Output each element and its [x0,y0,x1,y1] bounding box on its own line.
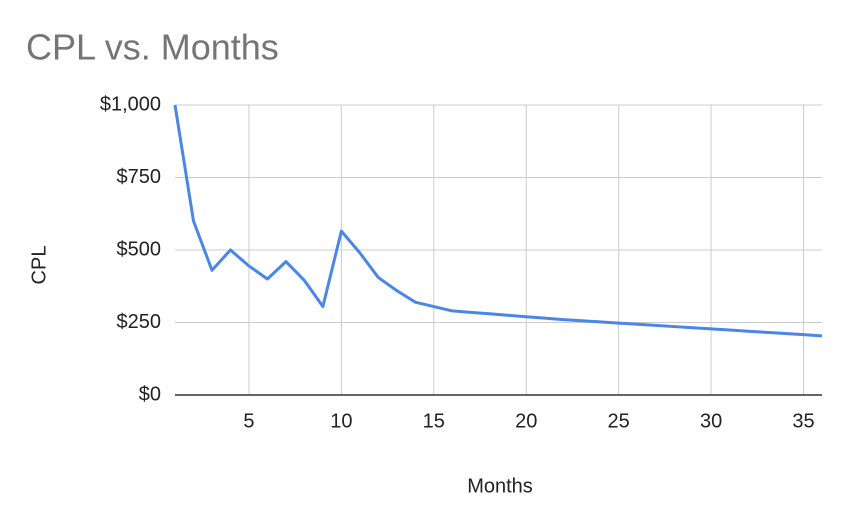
x-tick-label: 10 [330,410,352,432]
y-tick-label: $750 [117,166,162,188]
x-tick-label: 25 [608,410,630,432]
y-tick-label: $500 [117,238,162,260]
y-tick-label: $0 [139,383,161,405]
chart-title: CPL vs. Months [26,27,279,68]
x-tick-label: 20 [515,410,537,432]
line-series [173,104,823,338]
x-tick-label: 30 [700,410,722,432]
y-tick-label: $250 [117,311,162,333]
y-axis-label: CPL [28,246,50,285]
x-tick-label: 35 [792,410,814,432]
x-tick-label: 15 [423,410,445,432]
y-tick-label: $1,000 [100,93,161,115]
x-axis-label: Months [467,475,533,497]
x-tick-label: 5 [243,410,254,432]
